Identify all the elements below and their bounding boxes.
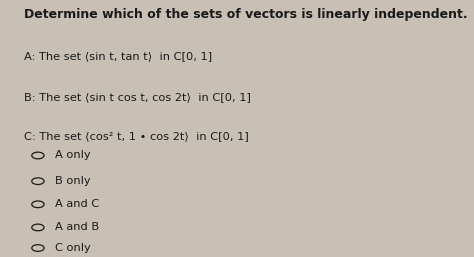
Text: B: The set ⟨sin t cos t, cos 2t⟩  in C[0, 1]: B: The set ⟨sin t cos t, cos 2t⟩ in C[0,… (24, 93, 251, 103)
Text: A only: A only (55, 151, 90, 160)
Text: A and C: A and C (55, 199, 99, 209)
Text: B only: B only (55, 176, 90, 186)
Text: A and B: A and B (55, 223, 99, 232)
Text: A: The set ⟨sin t, tan t⟩  in C[0, 1]: A: The set ⟨sin t, tan t⟩ in C[0, 1] (24, 51, 212, 61)
Text: Determine which of the sets of vectors is linearly independent.: Determine which of the sets of vectors i… (24, 8, 467, 21)
Text: C: The set ⟨cos² t, 1 • cos 2t⟩  in C[0, 1]: C: The set ⟨cos² t, 1 • cos 2t⟩ in C[0, … (24, 131, 248, 141)
Text: C only: C only (55, 243, 90, 253)
